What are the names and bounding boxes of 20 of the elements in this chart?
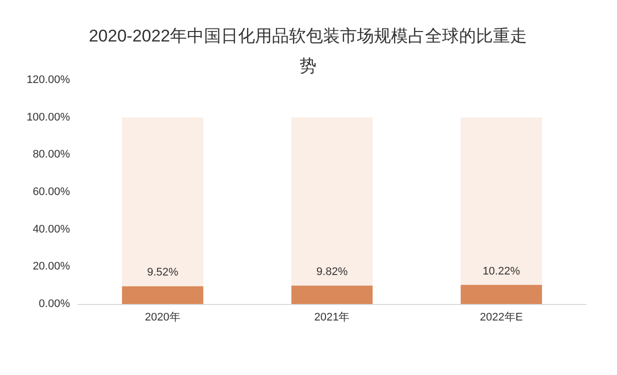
y-tick-label: 60.00%	[32, 186, 70, 198]
bar	[460, 117, 542, 285]
x-tick-label: 2022年E	[480, 312, 523, 324]
x-tick-label: 2021年	[314, 312, 350, 324]
bar	[291, 117, 373, 286]
y-tick-label: 20.00%	[32, 260, 70, 273]
bar	[460, 284, 542, 304]
bar	[122, 117, 204, 286]
y-tick-label: 120.00%	[26, 74, 70, 86]
data-label: 9.52%	[147, 266, 178, 279]
data-label: 10.22%	[482, 265, 520, 278]
y-tick-label: 100.00%	[26, 111, 70, 124]
y-tick-label: 80.00%	[32, 148, 70, 161]
bar	[291, 286, 373, 304]
bar	[122, 286, 204, 304]
chart-title: 2020-2022年中国日化用品软包装市场规模占全球的比重走势	[88, 26, 528, 76]
data-label: 9.82%	[316, 266, 348, 278]
y-tick-label: 0.00%	[38, 298, 70, 310]
y-tick-label: 40.00%	[32, 223, 70, 236]
x-tick-label: 2020年	[144, 312, 180, 324]
